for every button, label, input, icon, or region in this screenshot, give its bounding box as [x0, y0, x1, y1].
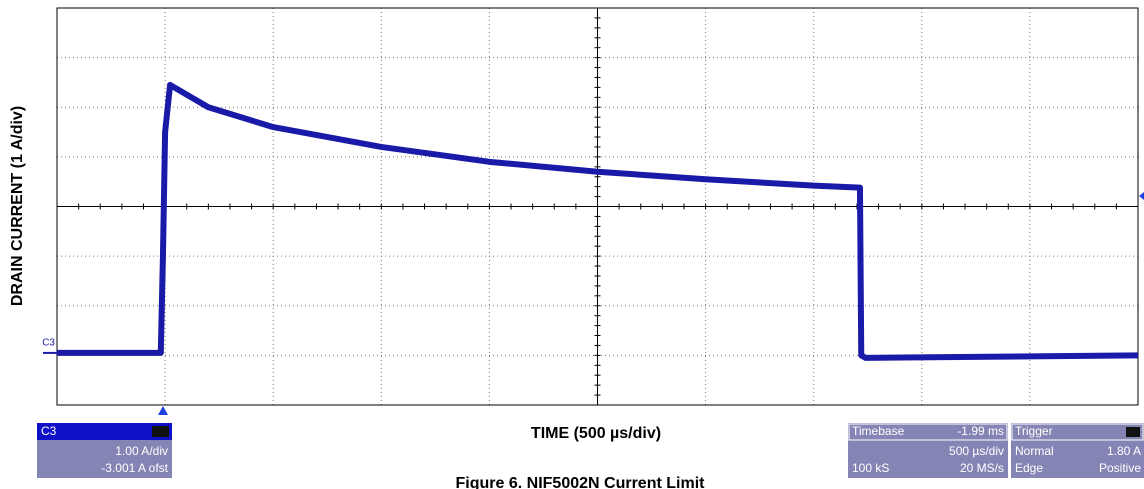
panel-text: 100 kS — [852, 461, 889, 475]
panel-text: Edge — [1015, 461, 1043, 475]
panel-body — [848, 423, 1008, 478]
panel-title: C3 — [41, 424, 57, 438]
panel-header — [1011, 423, 1144, 441]
panel-text: 1.80 A — [1107, 444, 1141, 458]
channel-panel: C3 1.00 A/div -3.001 A ofst — [37, 423, 172, 478]
panel-text: 500 µs/div — [949, 444, 1004, 458]
panel-header — [848, 423, 1008, 441]
panel-header — [37, 423, 172, 440]
trigger-panel: Trigger Normal 1.80 A Edge Positive — [1011, 423, 1144, 478]
graticule — [57, 8, 1138, 405]
trace-label: C3 — [42, 338, 55, 349]
y-axis-label: DRAIN CURRENT (1 A/div) — [9, 106, 26, 306]
panel-icon — [1126, 427, 1140, 437]
x-axis-label: TIME (500 µs/div) — [531, 425, 661, 442]
panel-body — [1011, 423, 1144, 478]
panel-icon — [152, 426, 169, 437]
caption: Figure 6. NIF5002N Current Limit — [456, 475, 706, 489]
trace — [57, 81, 1139, 361]
panel-text: Normal — [1015, 444, 1054, 458]
panel-title: Timebase — [852, 424, 905, 438]
panel-text: -1.99 ms — [957, 424, 1004, 438]
plot-border — [56, 7, 1139, 406]
panel-text: 20 MS/s — [960, 461, 1004, 475]
timebase-panel: Timebase -1.99 ms 500 µs/div 100 kS 20 M… — [848, 423, 1008, 478]
panel-text: 1.00 A/div — [115, 444, 168, 458]
trigger-marker — [158, 406, 168, 415]
level-marker — [1139, 192, 1144, 200]
panel-text: -3.001 A ofst — [101, 461, 168, 475]
panel-text: Positive — [1099, 461, 1141, 475]
panel-title: Trigger — [1015, 424, 1053, 438]
